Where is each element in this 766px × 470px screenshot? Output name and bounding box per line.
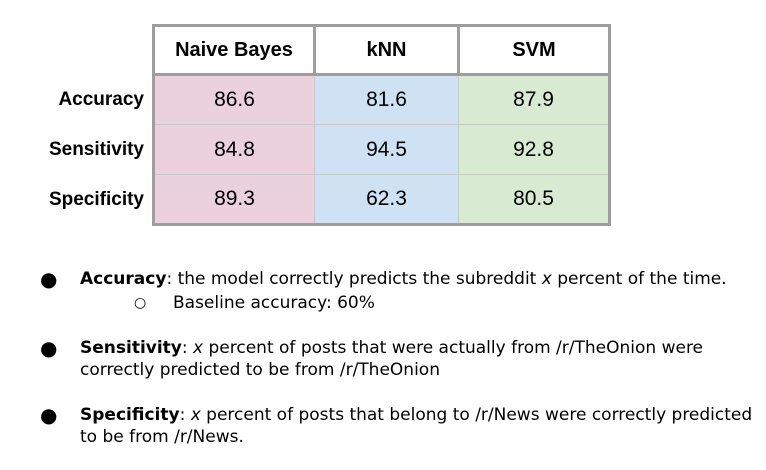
sensitivity-text-post: percent of posts that were actually from… <box>80 338 704 380</box>
table-row-sensitivity: Sensitivity 84.8 94.5 92.8 <box>22 124 611 175</box>
table-row-accuracy: Accuracy 86.6 81.6 87.9 <box>22 74 611 125</box>
col-header-knn: kNN <box>313 24 460 76</box>
table-header-row: Naive Bayes kNN SVM <box>22 24 611 76</box>
row-label-accuracy: Accuracy <box>22 74 155 125</box>
table-corner <box>22 26 154 75</box>
cell-accuracy-knn: 81.6 <box>314 74 459 125</box>
sub-bullet-baseline: ○ Baseline accuracy: 60% <box>80 292 760 314</box>
metrics-table: Naive Bayes kNN SVM Accuracy 86.6 81.6 8… <box>22 24 611 226</box>
cell-sensitivity-knn: 94.5 <box>314 124 459 175</box>
bullet-dot-icon: ● <box>40 336 58 360</box>
accuracy-var: x <box>541 269 552 289</box>
baseline-accuracy-text: Baseline accuracy: 60% <box>173 293 375 313</box>
specificity-text-pre: : <box>179 405 191 425</box>
bullet-dot-icon: ● <box>40 267 58 291</box>
table-row-specificity: Specificity 89.3 62.3 80.5 <box>22 174 611 226</box>
definitions-list: ● Accuracy: the model correctly predicts… <box>40 268 760 448</box>
bullet-accuracy: ● Accuracy: the model correctly predicts… <box>40 268 760 314</box>
specificity-text-post: percent of posts that belong to /r/News … <box>80 405 753 447</box>
term-sensitivity: Sensitivity <box>80 338 182 358</box>
cell-specificity-svm: 80.5 <box>458 174 611 226</box>
accuracy-text-post: percent of the time. <box>551 269 727 289</box>
bullet-sensitivity: ● Sensitivity: x percent of posts that w… <box>40 337 760 381</box>
sensitivity-text-pre: : <box>181 338 194 358</box>
col-header-naive-bayes: Naive Bayes <box>152 24 316 76</box>
row-label-specificity: Specificity <box>22 174 155 225</box>
cell-specificity-naive-bayes: 89.3 <box>152 174 315 226</box>
cell-sensitivity-naive-bayes: 84.8 <box>152 124 315 175</box>
bullet-specificity: ● Specificity: x percent of posts that b… <box>40 404 760 448</box>
cell-sensitivity-svm: 92.8 <box>458 124 611 175</box>
specificity-var: x <box>190 405 201 425</box>
sensitivity-var: x <box>193 338 204 358</box>
term-accuracy: Accuracy <box>80 269 167 289</box>
cell-accuracy-naive-bayes: 86.6 <box>152 74 315 125</box>
sub-bullet-circle-icon: ○ <box>134 295 147 311</box>
col-header-svm: SVM <box>457 24 611 76</box>
row-label-sensitivity: Sensitivity <box>22 124 155 175</box>
accuracy-text-pre: : the model correctly predicts the subre… <box>166 269 542 289</box>
metrics-table-container: Naive Bayes kNN SVM Accuracy 86.6 81.6 8… <box>22 24 611 226</box>
cell-accuracy-svm: 87.9 <box>458 74 611 125</box>
bullet-dot-icon: ● <box>40 403 58 427</box>
term-specificity: Specificity <box>80 405 180 425</box>
cell-specificity-knn: 62.3 <box>314 174 459 226</box>
